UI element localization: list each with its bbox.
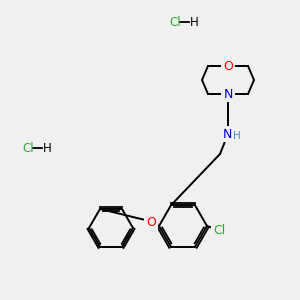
Text: Cl: Cl [169,16,181,28]
Text: O: O [146,215,156,229]
Text: Cl: Cl [213,224,225,236]
Text: H: H [190,16,198,28]
Text: N: N [223,88,233,100]
Text: H: H [233,131,241,141]
Text: H: H [43,142,51,154]
Text: Cl: Cl [22,142,34,154]
Text: O: O [223,59,233,73]
Text: N: N [222,128,232,140]
